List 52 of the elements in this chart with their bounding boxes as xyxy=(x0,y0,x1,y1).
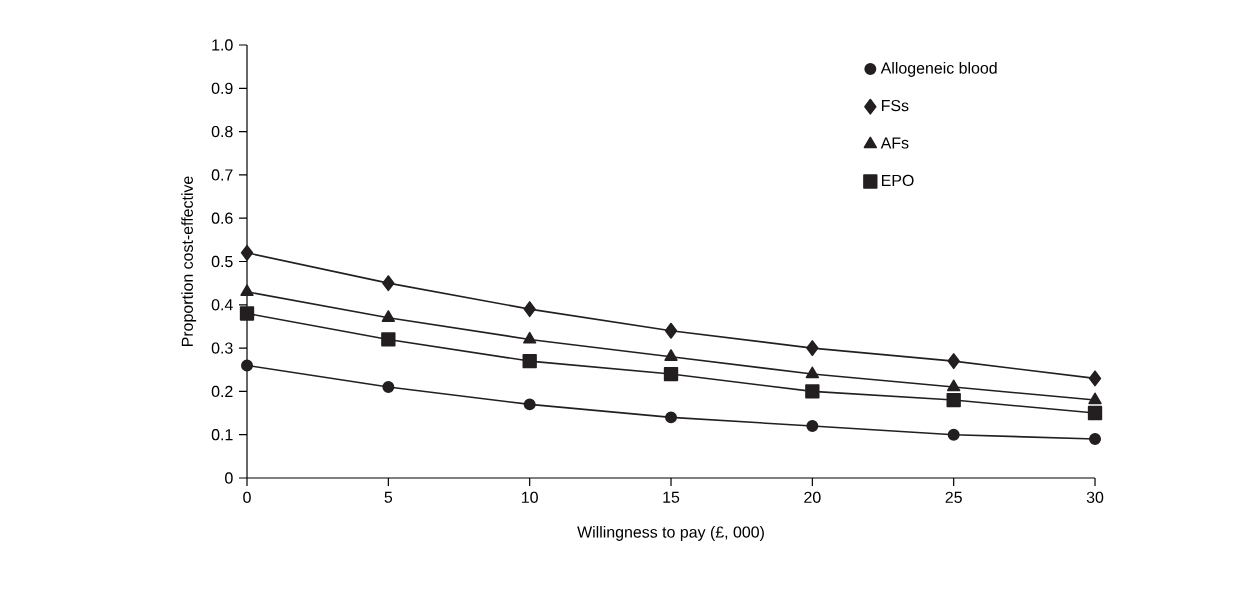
y-tick-label: 0.3 xyxy=(211,342,233,354)
legend-label: AFs xyxy=(880,137,909,149)
point xyxy=(381,332,396,347)
legend-label: FSs xyxy=(882,99,909,112)
point xyxy=(382,275,395,292)
x-tick-label: 0 xyxy=(243,491,251,503)
point xyxy=(1088,370,1102,387)
point xyxy=(382,381,395,394)
y-tick-label: 0.5 xyxy=(211,255,233,268)
x-tick-label: 25 xyxy=(945,491,962,503)
x-axis-title: Willingness to pay (£, 000) xyxy=(577,526,764,541)
legend-label: EPO xyxy=(882,174,914,187)
y-tick-label: 1.0 xyxy=(212,39,233,51)
point xyxy=(947,379,961,392)
point xyxy=(663,366,679,382)
point xyxy=(523,398,536,411)
x-tick-label: 10 xyxy=(522,491,538,503)
point xyxy=(665,411,677,424)
point xyxy=(664,322,678,339)
point xyxy=(1089,433,1101,446)
y-tick-label: 0.6 xyxy=(211,212,233,224)
point xyxy=(1087,405,1103,421)
point xyxy=(239,306,255,321)
x-tick-label: 5 xyxy=(384,491,393,503)
point xyxy=(805,366,820,379)
y-tick-label: 0.8 xyxy=(211,125,233,138)
point xyxy=(240,244,254,261)
point xyxy=(664,349,678,361)
x-tick-label: 30 xyxy=(1086,491,1104,503)
y-tick-label: 0.4 xyxy=(211,299,233,311)
point xyxy=(241,359,253,372)
point xyxy=(523,331,537,344)
y-axis-title: Proportion cost-effective xyxy=(181,176,197,346)
y-tick-label: 0.2 xyxy=(211,385,233,398)
point xyxy=(805,384,820,399)
y-tick-label: 0.1 xyxy=(211,429,233,441)
x-tick-label: 15 xyxy=(663,491,680,503)
point xyxy=(946,392,961,408)
legend-label: Allogeneic blood xyxy=(880,62,997,77)
y-tick-label: 0 xyxy=(225,472,233,484)
y-tick-label: 0.7 xyxy=(211,169,233,181)
x-tick-label: 20 xyxy=(804,491,821,503)
point xyxy=(381,310,396,322)
point xyxy=(947,353,960,370)
point xyxy=(947,428,960,441)
point xyxy=(806,340,819,357)
point xyxy=(523,301,536,318)
point xyxy=(806,420,819,433)
point xyxy=(1088,392,1102,405)
y-tick-label: 0.9 xyxy=(211,82,233,94)
point xyxy=(522,353,537,369)
point xyxy=(240,284,254,296)
